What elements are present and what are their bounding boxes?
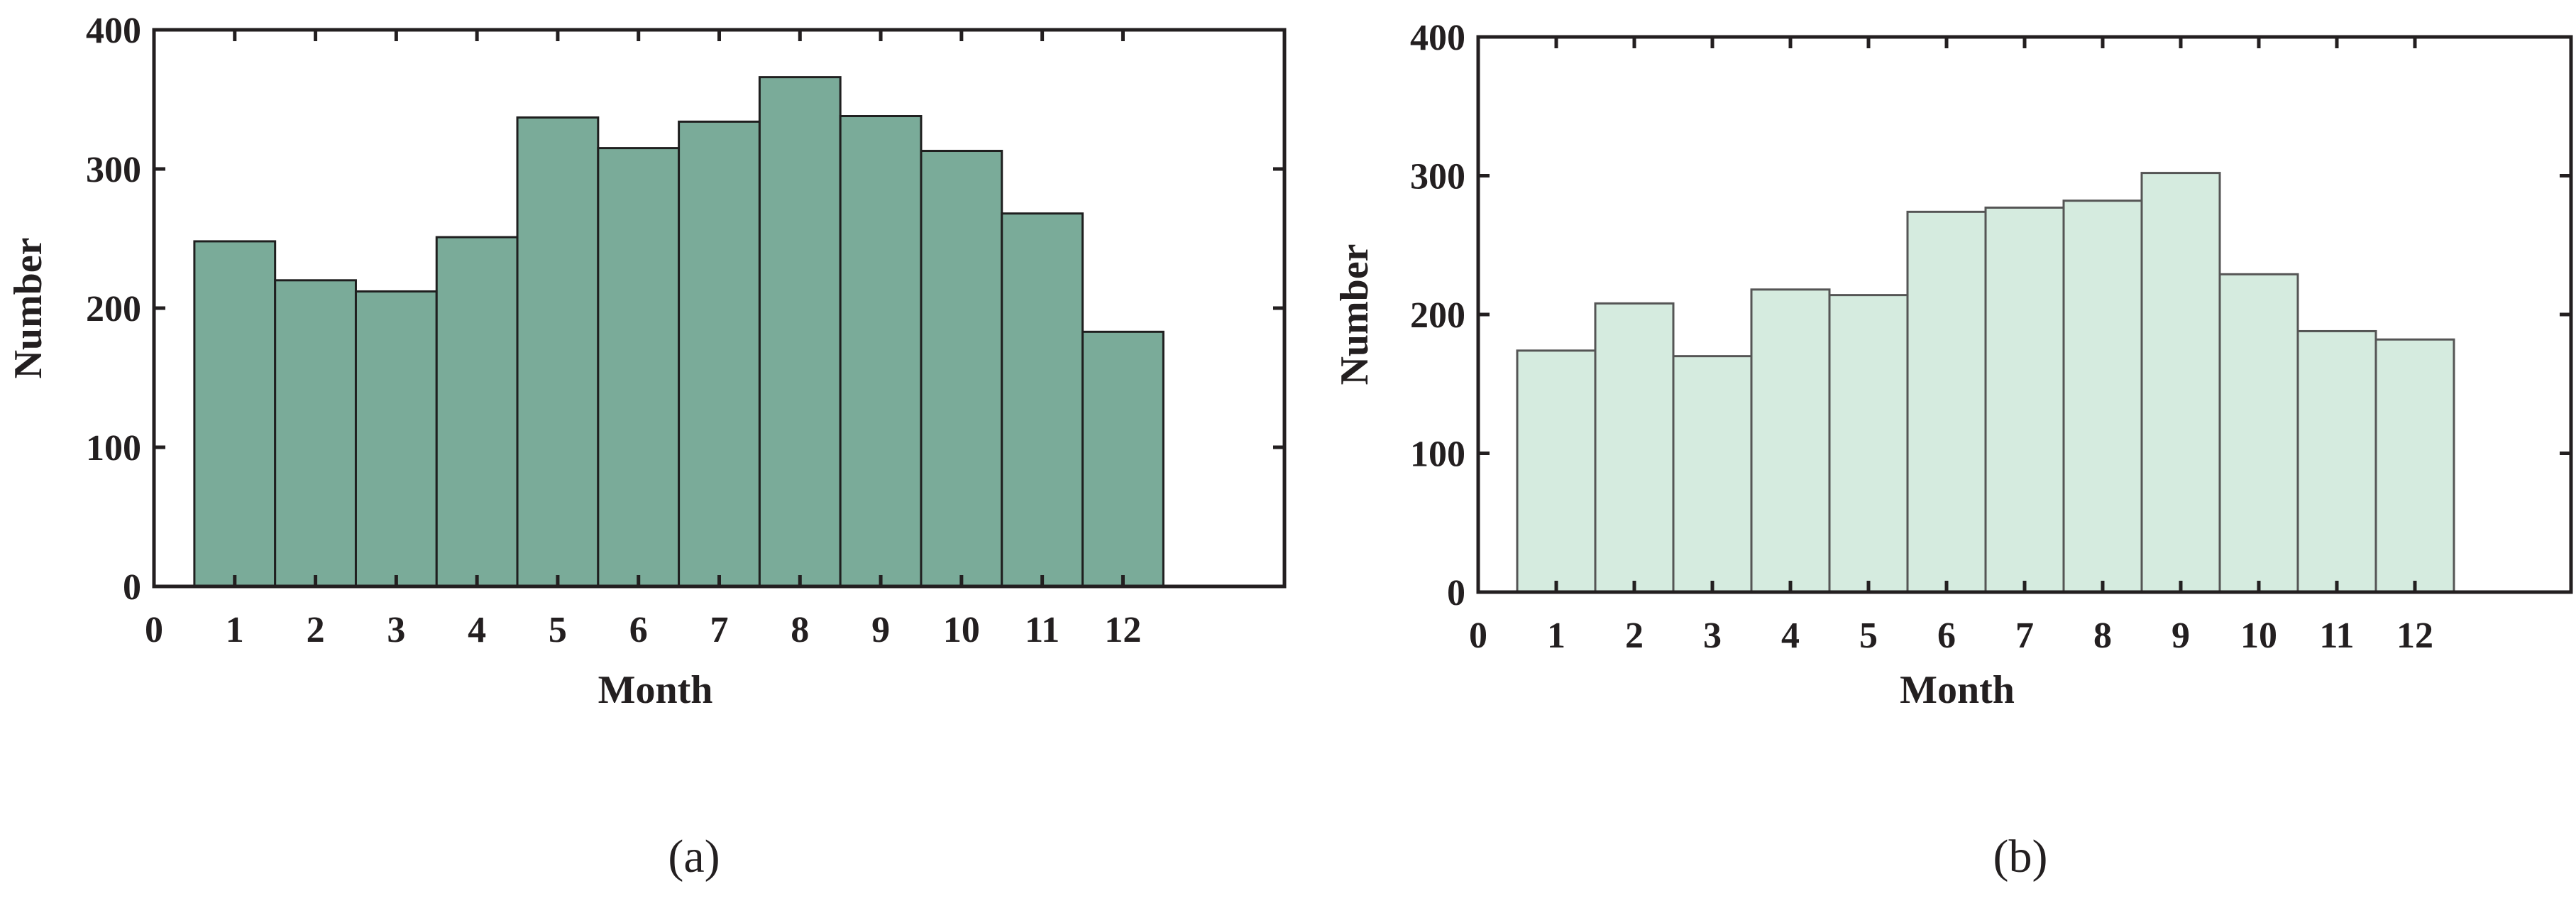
y-tick-label: 0 [123, 567, 141, 608]
x-tick-label: 8 [791, 610, 809, 650]
bar-month-4 [1750, 288, 1831, 594]
bar-month-12 [1081, 330, 1165, 588]
y-tick-label: 100 [1410, 434, 1465, 475]
bar-month-2 [274, 279, 357, 588]
bar-month-6 [597, 147, 681, 588]
x-tick-label: 2 [1625, 616, 1644, 656]
bar-month-3 [354, 290, 438, 588]
x-tick-label: 10 [2240, 616, 2277, 656]
x-tick-label: 4 [1781, 616, 1800, 656]
y-tick-label: 0 [1447, 573, 1465, 613]
chart-b-panel-label: (b) [1993, 831, 2048, 882]
bar-month-2 [1594, 302, 1675, 594]
bar-month-10 [2218, 273, 2299, 594]
x-tick-label: 6 [629, 610, 648, 650]
y-tick-label: 400 [1410, 18, 1465, 58]
x-tick-label: 7 [2015, 616, 2034, 656]
bar-month-3 [1672, 355, 1753, 594]
x-tick-label: 5 [549, 610, 567, 650]
bar-month-10 [920, 150, 1003, 588]
bar-month-9 [839, 115, 923, 588]
chart-a-ylabel: Number [6, 237, 50, 378]
bar-month-8 [2062, 199, 2143, 594]
y-tick-label: 200 [86, 289, 141, 329]
chart-b-xlabel: Month [1900, 668, 2015, 712]
bar-month-9 [2140, 172, 2221, 594]
x-tick-label: 9 [2172, 616, 2190, 656]
bar-month-7 [1984, 206, 2065, 594]
y-tick-label: 100 [86, 428, 141, 469]
x-tick-label: 9 [871, 610, 890, 650]
x-tick-label: 12 [2396, 616, 2433, 656]
x-tick-label: 6 [1937, 616, 1956, 656]
chart-a-xlabel: Month [598, 668, 713, 712]
bar-month-1 [1516, 349, 1597, 594]
bar-month-12 [2374, 338, 2455, 594]
y-tick-label: 300 [86, 150, 141, 190]
x-tick-label: 11 [1025, 610, 1059, 650]
x-tick-label: 3 [387, 610, 405, 650]
y-tick-label: 300 [1410, 157, 1465, 197]
bar-month-11 [1001, 212, 1084, 588]
x-tick-label: 0 [145, 610, 163, 650]
bar-month-7 [678, 120, 761, 588]
chart-panel-b: 0 1 2 3 4 5 6 7 8 9 10 11 12 0 100 200 300 400 Month Numb… [1288, 0, 2576, 913]
bar-month-5 [1828, 294, 1909, 594]
x-tick-label: 1 [226, 610, 244, 650]
y-tick-label: 200 [1410, 295, 1465, 336]
x-tick-label: 1 [1547, 616, 1565, 656]
chart-b-ylabel: Number [1333, 244, 1377, 385]
x-tick-label: 11 [2319, 616, 2354, 656]
x-tick-label: 10 [943, 610, 980, 650]
chart-panel-a: 0 1 2 3 4 5 6 7 8 9 10 11 12 0 100 200 300 400 Month Numb… [6, 11, 1287, 882]
x-tick-label: 3 [1703, 616, 1722, 656]
chart-a-panel-label: (a) [668, 831, 720, 882]
x-tick-label: 2 [307, 610, 325, 650]
bar-month-6 [1906, 210, 1987, 594]
x-tick-label: 4 [468, 610, 486, 650]
bar-month-8 [758, 76, 842, 588]
bar-month-11 [2296, 329, 2377, 594]
x-tick-label: 5 [1859, 616, 1878, 656]
x-tick-label: 12 [1104, 610, 1141, 650]
bar-month-5 [516, 116, 600, 588]
bar-month-1 [193, 240, 277, 588]
x-tick-label: 8 [2093, 616, 2112, 656]
x-tick-label: 7 [710, 610, 729, 650]
bar-month-4 [435, 236, 519, 588]
x-tick-label: 0 [1469, 616, 1487, 656]
y-tick-label: 400 [86, 11, 141, 51]
